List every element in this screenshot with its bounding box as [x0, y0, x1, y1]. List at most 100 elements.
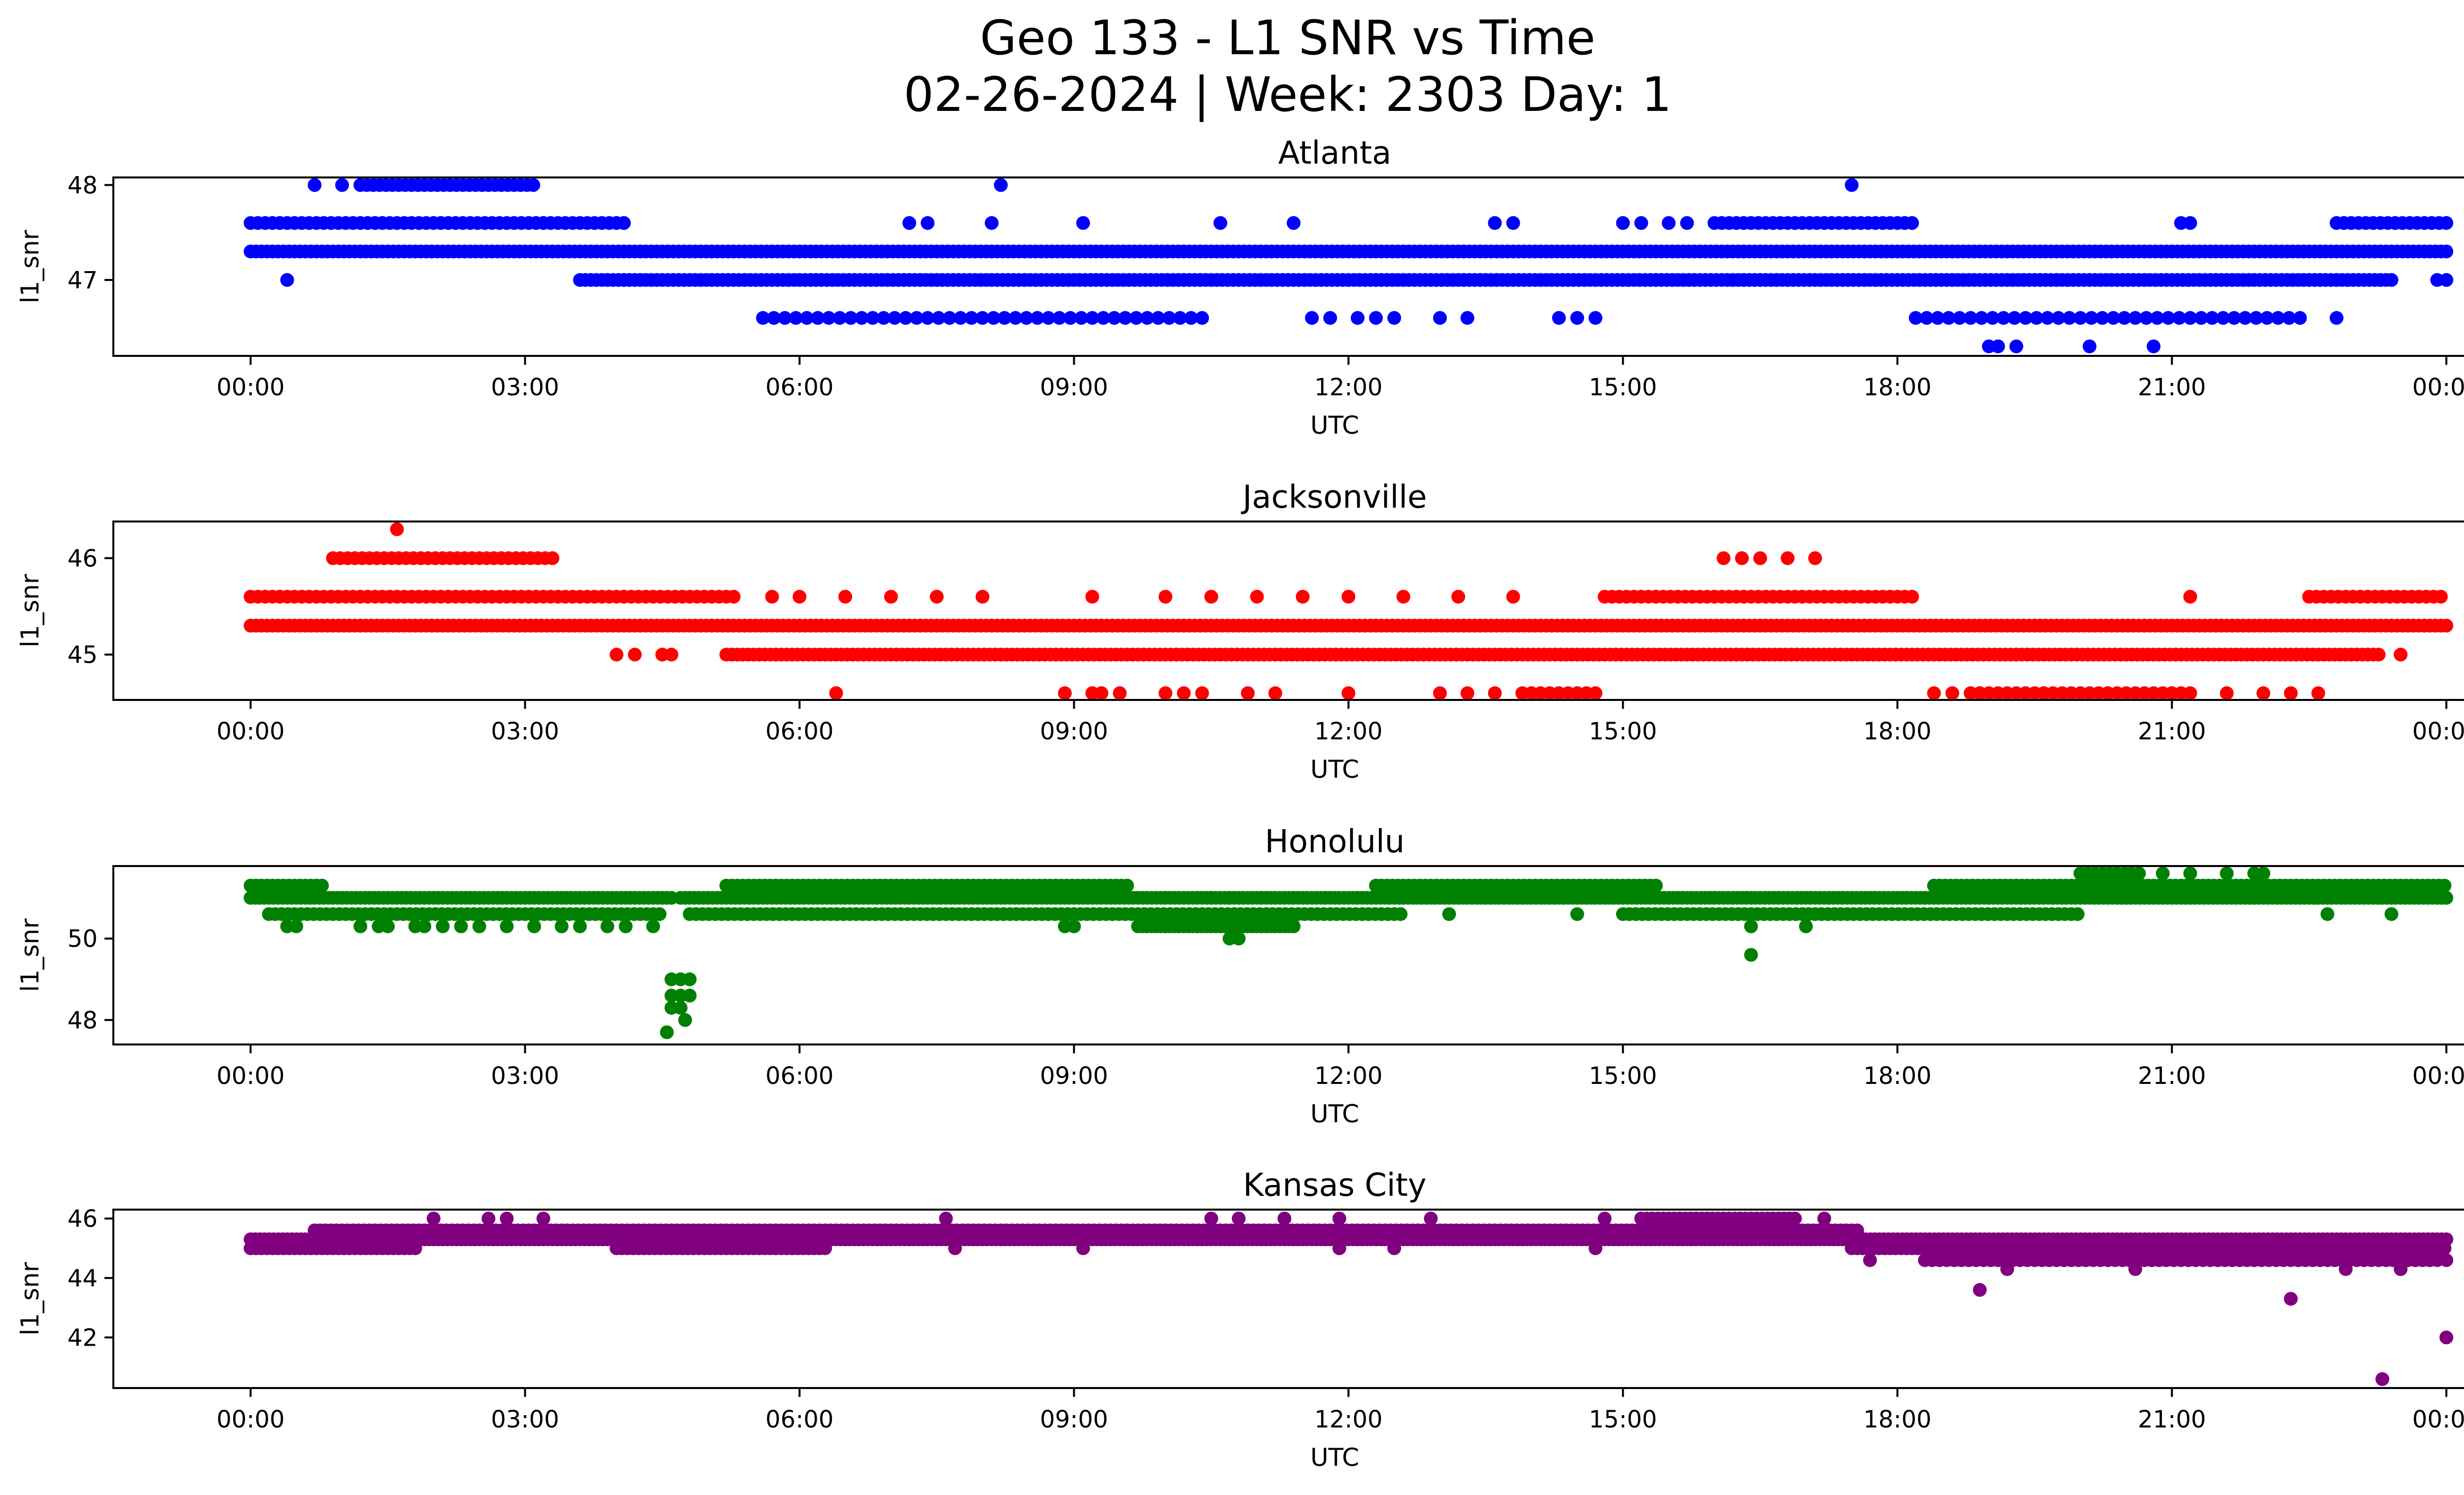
- x-tick-label: 18:00: [1863, 718, 1931, 745]
- data-point: [997, 311, 1012, 325]
- data-point: [910, 311, 924, 325]
- axes-frame: [112, 865, 2464, 1045]
- data-point: [964, 311, 979, 325]
- data-point: [1085, 311, 1099, 325]
- x-tick-label: 09:00: [1040, 1062, 1108, 1090]
- data-point: [898, 311, 913, 325]
- data-point: [1232, 1212, 1246, 1226]
- data-point: [1588, 311, 1603, 325]
- data-point: [2220, 686, 2234, 700]
- data-point: [2220, 866, 2234, 880]
- subplot-1: Jacksonville 00:00 03:00 06:00 09:00 12:00 15:…: [16, 479, 2464, 784]
- data-point: [1341, 590, 1356, 604]
- data-point: [664, 648, 679, 661]
- data-point: [1488, 686, 1502, 700]
- data-point: [833, 311, 847, 325]
- data-point: [1074, 311, 1089, 325]
- data-point: [2439, 619, 2454, 633]
- data-point: [2084, 311, 2098, 325]
- subplot-panels: Atlanta 00:00 03:00 06:00 09:00 12:00 15:00 18:…: [16, 135, 2464, 1472]
- data-point: [1451, 590, 1466, 604]
- data-point: [1204, 891, 1218, 905]
- x-tick-label: 09:00: [1040, 718, 1108, 745]
- x-tick-label: 03:00: [491, 718, 559, 745]
- data-point: [2238, 311, 2252, 325]
- x-tick-label: 18:00: [1863, 1062, 1931, 1090]
- data-point: [1396, 590, 1410, 604]
- x-tick-label: 03:00: [491, 1406, 559, 1433]
- data-point: [1808, 551, 1822, 565]
- data-point: [877, 311, 891, 325]
- data-point: [2260, 311, 2274, 325]
- data-point: [1598, 1212, 1612, 1226]
- y-axis-label: l1_snr: [16, 1262, 44, 1335]
- data-point: [1942, 311, 1956, 325]
- data-point: [546, 551, 560, 565]
- data-point: [436, 919, 450, 934]
- x-tick-label: 06:00: [765, 374, 833, 401]
- data-point: [1905, 590, 1919, 604]
- data-point: [1460, 311, 1474, 325]
- data-point: [381, 919, 395, 934]
- x-axis-label: UTC: [1310, 1100, 1359, 1128]
- data-point: [1952, 311, 1967, 325]
- data-point: [1387, 311, 1402, 325]
- x-tick-label: 18:00: [1863, 374, 1931, 401]
- data-point: [1424, 1212, 1438, 1226]
- data-point: [1634, 216, 1648, 230]
- data-points: [243, 866, 2454, 1040]
- data-point: [1716, 551, 1731, 565]
- data-point: [756, 311, 770, 325]
- x-tick-label: 15:00: [1589, 1406, 1657, 1433]
- y-tick-label: 47: [68, 267, 98, 294]
- data-point: [2249, 311, 2263, 325]
- data-point: [1735, 551, 1749, 565]
- data-point: [472, 919, 486, 934]
- y-axis-label: l1_snr: [16, 918, 44, 992]
- data-point: [2194, 311, 2208, 325]
- data-point: [2439, 1330, 2454, 1345]
- x-tick-label: 00:00: [2412, 1406, 2464, 1433]
- data-point: [778, 311, 792, 325]
- data-point: [454, 919, 468, 934]
- data-point: [2183, 590, 2197, 604]
- data-point: [2128, 311, 2142, 325]
- data-point: [931, 311, 946, 325]
- data-point: [1433, 686, 1447, 700]
- data-point: [628, 648, 642, 661]
- data-point: [2040, 311, 2054, 325]
- data-point: [573, 919, 587, 934]
- x-tick-label: 12:00: [1314, 1406, 1382, 1433]
- y-tick-label: 48: [68, 172, 98, 199]
- data-point: [1277, 1212, 1292, 1226]
- data-point: [353, 919, 368, 934]
- figure-subtitle: 02-26-2024 | Week: 2303 Day: 1: [904, 67, 1672, 123]
- data-point: [2227, 311, 2241, 325]
- x-axis-label: UTC: [1310, 755, 1359, 784]
- y-tick-label: 46: [68, 545, 98, 572]
- data-point: [1662, 216, 1676, 230]
- data-point: [2007, 311, 2021, 325]
- data-point: [1129, 311, 1143, 325]
- data-point: [902, 216, 917, 230]
- data-point: [1195, 686, 1209, 700]
- data-point: [1204, 1212, 1218, 1226]
- data-point: [1030, 311, 1045, 325]
- data-point: [660, 1025, 674, 1040]
- data-point: [308, 178, 322, 192]
- data-point: [390, 522, 404, 536]
- data-point: [1287, 216, 1300, 230]
- data-point: [818, 1241, 832, 1255]
- data-point: [2128, 1262, 2142, 1276]
- data-point: [1076, 216, 1090, 230]
- x-tick-label: 03:00: [491, 1062, 559, 1090]
- data-point: [1151, 311, 1165, 325]
- data-point: [792, 590, 807, 604]
- x-tick-label: 03:00: [491, 374, 559, 401]
- x-tick-label: 06:00: [765, 1406, 833, 1433]
- axes-frame: [112, 521, 2464, 701]
- data-point: [1570, 907, 1584, 921]
- data-point: [1350, 311, 1365, 325]
- x-tick-label: 06:00: [765, 718, 833, 745]
- y-tick-label: 44: [68, 1265, 98, 1292]
